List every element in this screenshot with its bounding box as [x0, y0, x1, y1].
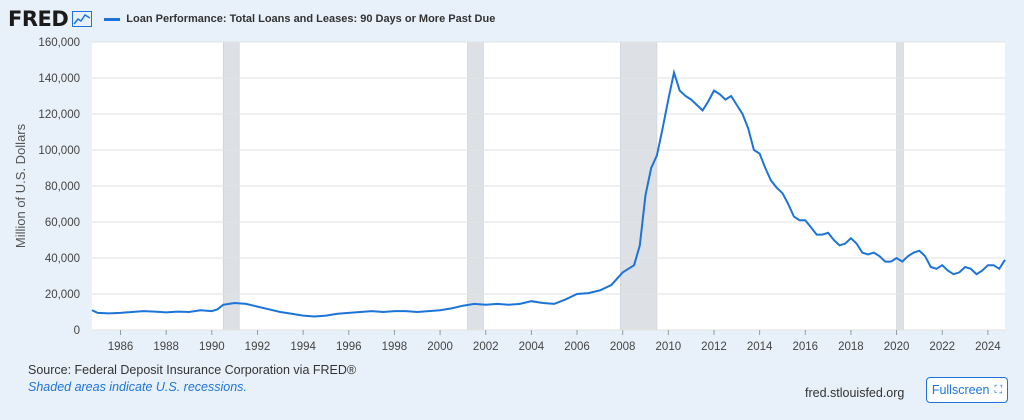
y-axis-label: Million of U.S. Dollars: [13, 123, 28, 248]
fullscreen-label: Fullscreen: [931, 383, 990, 397]
series-line: [91, 68, 1006, 318]
recession-note: Shaded areas indicate U.S. recessions.: [28, 380, 247, 394]
x-tick-label: 2024: [975, 341, 1001, 353]
legend-label: Loan Performance: Total Loans and Leases…: [126, 13, 496, 25]
x-tick-label: 2006: [564, 341, 590, 353]
x-tick-label: 1998: [382, 341, 408, 353]
line-chart: 0 20,000 40,000 60,000 80,000 100,000 120,000 1…: [13, 37, 1006, 353]
legend-swatch: [104, 17, 121, 21]
fullscreen-button[interactable]: Fullscreen ⛶: [926, 377, 1008, 403]
y-axis: 0 20,000 40,000 60,000 80,000 100,000 120,000 1…: [38, 37, 80, 337]
x-tick-label: 1992: [245, 341, 271, 353]
x-tick-label: 1994: [290, 341, 316, 353]
x-tick-label: 1988: [153, 341, 179, 353]
x-tick-label: 2020: [884, 341, 910, 353]
chart-legend: Loan Performance: Total Loans and Leases…: [104, 13, 495, 25]
y-tick-label: 100,000: [38, 145, 80, 157]
y-tick-label: 0: [74, 325, 80, 337]
x-tick-label: 1986: [108, 341, 134, 353]
x-tick-label: 2018: [838, 341, 864, 353]
x-tick-label: 2008: [610, 341, 636, 353]
y-tick-label: 80,000: [45, 181, 80, 193]
y-tick-label: 140,000: [38, 73, 80, 85]
x-tick-label: 1990: [199, 341, 225, 353]
gridlines: [92, 41, 1005, 331]
y-tick-label: 60,000: [45, 217, 80, 229]
expand-icon: ⛶: [994, 383, 1003, 396]
y-tick-label: 20,000: [45, 289, 80, 301]
x-tick-label: 2002: [473, 341, 499, 353]
y-tick-label: 40,000: [45, 253, 80, 265]
source-text: Source: Federal Deposit Insurance Corpor…: [28, 363, 357, 377]
fred-graph-icon: [72, 11, 93, 27]
y-tick-label: 160,000: [38, 37, 80, 49]
y-tick-label: 120,000: [38, 109, 80, 121]
x-tick-label: 2012: [701, 341, 727, 353]
x-tick-label: 2000: [427, 341, 453, 353]
x-tick-label: 2014: [747, 341, 773, 353]
x-tick-label: 2004: [519, 341, 545, 353]
chart-header: FRED Loan Performance: Total Loans and L…: [8, 4, 495, 34]
x-tick-label: 2022: [929, 341, 955, 353]
fred-logo[interactable]: FRED: [8, 7, 69, 31]
x-tick-label: 2010: [656, 341, 682, 353]
x-tick-label: 2016: [792, 341, 818, 353]
site-url[interactable]: fred.stlouisfed.org: [805, 386, 905, 400]
x-tick-label: 1996: [336, 341, 362, 353]
x-axis: 1986 1988 1990 1992 1994 1996 1998 2000 2002 2004…: [108, 330, 1001, 353]
